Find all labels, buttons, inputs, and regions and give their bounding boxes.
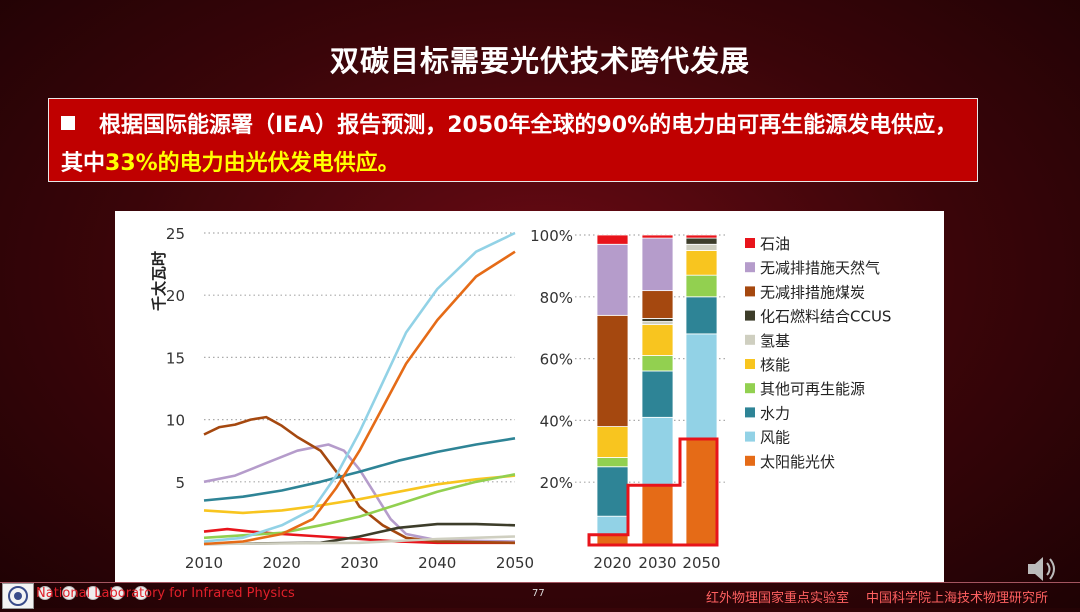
bar-segment [685, 296, 718, 335]
y-tick-label: 80% [540, 289, 573, 307]
y-tick-label: 25 [166, 225, 185, 243]
x-tick-label: 2050 [496, 554, 534, 572]
legend-label: 无减排措施煤炭 [760, 283, 865, 301]
bar-segment [685, 237, 718, 245]
x-tick-label: 2020 [593, 554, 631, 572]
bar-segment [596, 314, 629, 427]
bar-segment [685, 274, 718, 298]
y-tick-label: 20% [540, 474, 573, 492]
y-tick-label: 5 [175, 474, 185, 492]
chart-canvas: 5 10 15 20 25 2010 2020 2030 2040 2050 千太瓦时 20% 40% 6… [150, 225, 891, 572]
x-tick-label: 2010 [185, 554, 223, 572]
legend-swatch [745, 407, 755, 418]
x-tick-label: 2030 [340, 554, 378, 572]
y-tick-label: 100% [530, 227, 573, 245]
bar-segment [596, 466, 629, 517]
y-tick-label: 40% [540, 412, 573, 430]
bar-segment [641, 416, 674, 486]
legend-label: 其他可再生能源 [760, 380, 865, 398]
x-tick-label: 2020 [263, 554, 301, 572]
institute-logo-icon [2, 583, 34, 609]
series-line [203, 437, 516, 502]
bar-segment [596, 515, 629, 536]
legend-label: 太阳能光伏 [760, 453, 835, 471]
x-tick-label: 2030 [638, 554, 676, 572]
bar-segment [641, 234, 674, 239]
legend-label: 水力 [760, 404, 790, 422]
nav-first-button[interactable] [38, 586, 52, 600]
series-line [203, 474, 516, 515]
legend-swatch [745, 455, 755, 466]
page-number: 77 [532, 588, 545, 599]
bullet-square-icon [61, 116, 75, 130]
bar-segment [596, 457, 629, 468]
bar-segment [596, 243, 629, 316]
series-line [203, 443, 516, 543]
callout-highlight: 33%的电力由光伏发电供应。 [105, 151, 400, 176]
series-line [203, 415, 516, 545]
bar-segment [641, 237, 674, 292]
bar-segment [641, 321, 674, 326]
y-tick-label: 60% [540, 351, 573, 369]
legend-swatch [745, 286, 755, 297]
x-tick-label: 2040 [418, 554, 456, 572]
legend-swatch [745, 431, 755, 442]
legend-swatch [745, 310, 755, 321]
bar-segment [596, 426, 629, 458]
series-line [203, 527, 515, 545]
legend-label: 氢基 [760, 332, 790, 350]
bar-segment [641, 370, 674, 418]
bar-segment [641, 484, 674, 545]
nav-menu-button[interactable] [86, 586, 100, 600]
legend-label: 风能 [760, 429, 790, 447]
y-tick-label: 20 [166, 287, 185, 305]
footer-institute: 中国科学院上海技术物理研究所 [866, 591, 1049, 606]
chart-panel: 5 10 15 20 25 2010 2020 2030 2040 2050 千太瓦时 20% 40% 6… [115, 211, 944, 582]
speaker-icon[interactable] [1024, 551, 1060, 591]
callout-box: 根据国际能源署（IEA）报告预测，2050年全球的90%的电力由可再生能源发电供… [48, 98, 978, 182]
legend-swatch [745, 383, 755, 394]
nav-last-button[interactable] [134, 586, 148, 600]
series-line [203, 250, 516, 546]
bar-segment [641, 318, 674, 322]
legend-label: 石油 [760, 235, 790, 253]
solar-share-outline [587, 437, 719, 547]
y-tick-label: 10 [166, 412, 185, 430]
bar-segment [685, 333, 718, 440]
footer-lab-chinese: 红外物理国家重点实验室 [706, 591, 850, 606]
slide-title: 双碳目标需要光伏技术跨代发展 [329, 44, 750, 78]
legend-swatch [745, 262, 755, 273]
bar-segment [685, 234, 718, 239]
y-tick-label: 15 [166, 349, 185, 367]
legend-swatch [745, 334, 755, 345]
bar-segment [641, 290, 674, 319]
legend-label: 化石燃料结合CCUS [760, 308, 891, 326]
nav-prev-button[interactable] [62, 586, 76, 600]
series-line [203, 535, 516, 546]
legend-swatch [745, 359, 755, 369]
bar-segment [685, 250, 718, 276]
legend-label: 无减排措施天然气 [760, 259, 880, 277]
nav-next-button[interactable] [110, 586, 124, 600]
series-line [203, 231, 516, 543]
x-tick-label: 2050 [682, 554, 720, 572]
y-axis-label: 千太瓦时 [150, 251, 168, 311]
bar-segment [685, 243, 718, 251]
legend-swatch [745, 238, 755, 248]
footer-divider [0, 582, 1080, 583]
legend-label: 核能 [760, 356, 790, 374]
bar-segment [641, 324, 674, 356]
bar-segment [685, 438, 718, 545]
bar-segment [596, 234, 629, 245]
footer-lab-english: National Laboratory for Infrared Physics [36, 586, 295, 601]
bar-segment [641, 355, 674, 372]
callout-text: 根据国际能源署（IEA）报告预测，2050年全球的90%的电力由可再生能源发电供… [61, 113, 958, 176]
